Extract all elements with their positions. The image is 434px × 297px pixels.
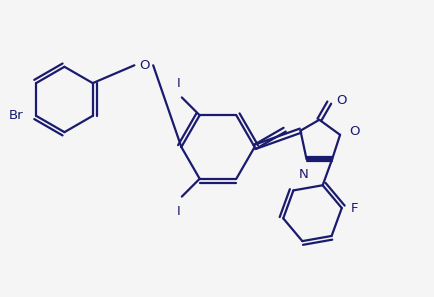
Text: N: N (299, 168, 309, 181)
Text: O: O (139, 59, 150, 72)
Text: O: O (349, 125, 359, 138)
Text: O: O (336, 94, 347, 107)
Text: I: I (177, 205, 181, 217)
Text: Br: Br (9, 109, 23, 122)
Text: F: F (351, 202, 358, 214)
Text: I: I (177, 77, 181, 89)
